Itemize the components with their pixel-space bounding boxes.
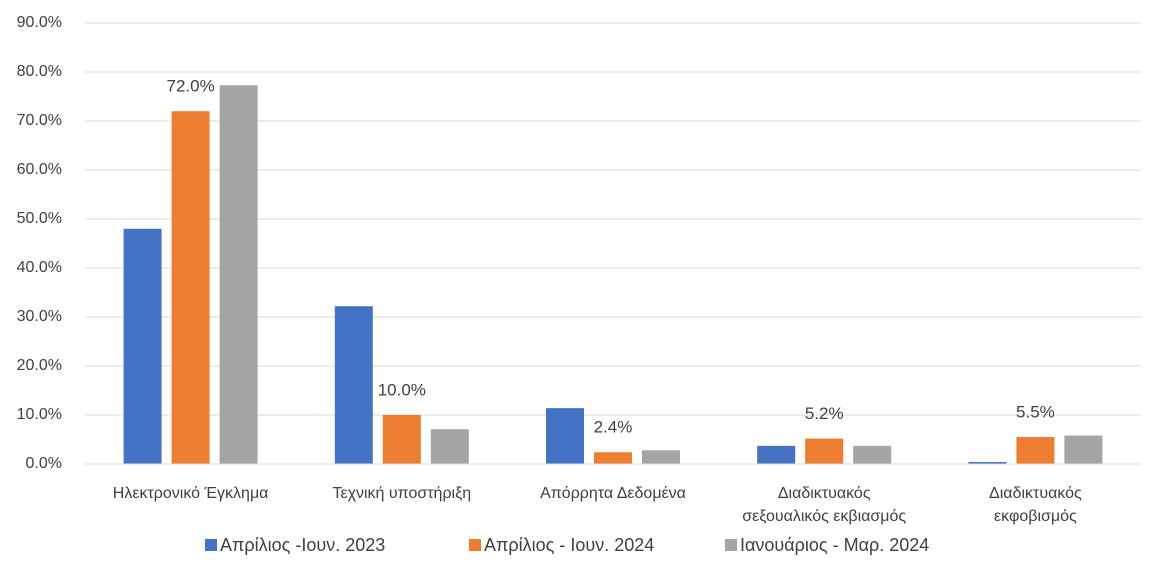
data-label: 2.4% bbox=[594, 418, 633, 437]
bar bbox=[430, 429, 469, 464]
legend-swatch bbox=[725, 539, 737, 551]
bar bbox=[1064, 435, 1103, 464]
y-tick-label: 50.0% bbox=[17, 210, 62, 227]
bar bbox=[757, 445, 796, 464]
legend-swatch bbox=[469, 539, 481, 551]
bar bbox=[546, 408, 584, 464]
bar bbox=[334, 306, 373, 464]
legend-label: Ιανουάριος - Μαρ. 2024 bbox=[740, 535, 929, 555]
bar bbox=[171, 111, 210, 464]
y-tick-label: 60.0% bbox=[17, 161, 62, 178]
legend-swatch bbox=[205, 539, 217, 551]
y-tick-label: 40.0% bbox=[17, 259, 62, 276]
x-tick-label: Ηλεκτρονικό Έγκλημα bbox=[112, 485, 269, 502]
bar bbox=[1016, 437, 1055, 464]
bar bbox=[123, 228, 162, 464]
y-tick-label: 30.0% bbox=[17, 308, 62, 325]
bar bbox=[594, 452, 632, 464]
y-tick-label: 90.0% bbox=[17, 14, 62, 31]
bar bbox=[219, 85, 258, 464]
y-tick-label: 80.0% bbox=[17, 63, 62, 80]
y-tick-label: 70.0% bbox=[17, 112, 62, 129]
y-tick-label: 10.0% bbox=[17, 406, 62, 423]
data-label: 5.5% bbox=[1016, 403, 1055, 422]
x-tick-label: Διαδικτυακός σεξουαλικός εκβιασμός bbox=[742, 485, 907, 525]
legend-label: Απρίλιος - Ιουν. 2024 bbox=[484, 535, 654, 555]
bar bbox=[853, 445, 892, 464]
bar bbox=[642, 450, 680, 464]
data-label: 10.0% bbox=[378, 380, 426, 399]
y-tick-label: 20.0% bbox=[17, 357, 62, 374]
y-tick-label: 0.0% bbox=[26, 455, 62, 472]
data-label: 5.2% bbox=[805, 404, 844, 423]
legend-label: Απρίλιος -Ιουν. 2023 bbox=[220, 535, 385, 555]
bar bbox=[382, 415, 421, 464]
x-tick-label: Τεχνική υποστήριξη bbox=[332, 485, 472, 502]
bar bbox=[968, 462, 1007, 464]
data-label: 72.0% bbox=[166, 77, 214, 96]
bar bbox=[805, 438, 844, 464]
x-tick-label: Απόρρητα Δεδομένα bbox=[540, 485, 686, 502]
x-tick-label: Διαδικτυακός εκφοβισμός bbox=[989, 485, 1082, 525]
